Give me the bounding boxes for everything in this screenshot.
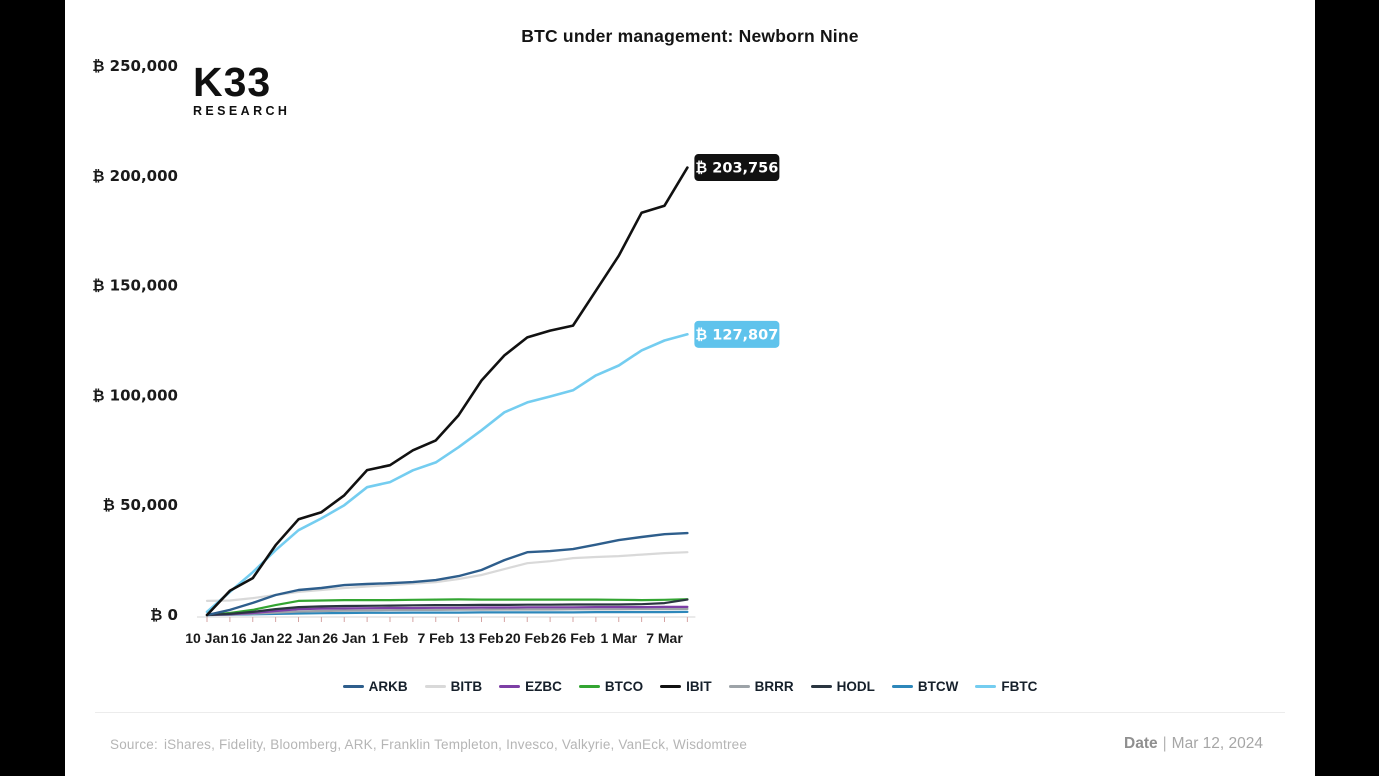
chart-title: BTC under management: Newborn Nine	[521, 26, 859, 46]
legend-swatch-BTCO	[578, 685, 600, 688]
line-chart-plot: ₿ 0 ₿ 50,000 ₿ 100,000 ₿ 150,000 ₿ 200,000 ₿ …	[92, 57, 780, 646]
legend-label-ARKB: ARKB	[368, 679, 408, 694]
x-axis-tick-label: 10 Jan	[185, 630, 229, 646]
legend-label-EZBC: EZBC	[525, 679, 562, 694]
date-stamp-separator: |	[1162, 735, 1167, 752]
x-axis-tick-label: 1 Feb	[372, 630, 409, 646]
y-axis-tick-label: ₿ 100,000	[92, 386, 178, 404]
legend-item-HODL: HODL	[810, 679, 875, 694]
x-axis-tick-label: 16 Jan	[231, 630, 275, 646]
chart-legend: ARKB BITB EZBC BTCO IBIT BRRR HODL BTCW FBTC	[65, 679, 1315, 694]
legend-swatch-BRRR	[728, 685, 750, 688]
legend-item-EZBC: EZBC	[499, 679, 562, 694]
legend-label-BTCO: BTCO	[604, 679, 644, 694]
y-axis-tick-label: ₿ 250,000	[92, 57, 178, 75]
legend-item-BRRR: BRRR	[728, 679, 794, 694]
legend-item-FBTC: FBTC	[975, 679, 1037, 694]
legend-swatch-FBTC	[975, 685, 997, 688]
annotation-pill-IBIT	[694, 154, 780, 182]
legend-label-BTCW: BTCW	[917, 679, 959, 694]
legend-swatch-BTCW	[891, 685, 913, 688]
annotation-label-IBIT: ₿ 203,756	[695, 161, 778, 177]
source-note: Source: iShares, Fidelity, Bloomberg, ARK…	[110, 737, 747, 752]
legend-label-HODL: HODL	[836, 679, 875, 694]
legend-swatch-BITB	[424, 685, 446, 688]
right-letterbox-bar	[1315, 0, 1379, 776]
series-line-ARKB	[205, 531, 689, 617]
date-stamp-label: Date	[1124, 735, 1158, 752]
legend-item-IBIT: IBIT	[660, 679, 712, 694]
k33-logo-subtitle: RESEARCH	[193, 104, 291, 118]
y-axis-tick-label: ₿ 0	[150, 606, 178, 624]
footer-divider	[95, 712, 1285, 713]
series-line-FBTC	[205, 332, 689, 614]
legend-swatch-HODL	[810, 685, 832, 688]
legend-label-BRRR: BRRR	[754, 679, 794, 694]
x-axis-tick-label: 26 Jan	[322, 630, 366, 646]
annotation-pill-FBTC	[694, 320, 780, 348]
x-axis-tick-label: 20 Feb	[505, 630, 549, 646]
source-label: Source:	[110, 737, 158, 752]
legend-swatch-EZBC	[499, 685, 521, 688]
series-line-BRRR	[205, 607, 689, 617]
x-axis-tick-label: 7 Feb	[417, 630, 454, 646]
legend-label-BITB: BITB	[450, 679, 483, 694]
x-axis-tick-label: 26 Feb	[551, 630, 595, 646]
legend-item-ARKB: ARKB	[342, 679, 408, 694]
series-line-EZBC	[205, 605, 689, 617]
legend-label-IBIT: IBIT	[686, 679, 712, 694]
legend-item-BTCO: BTCO	[578, 679, 644, 694]
chart-canvas: BTC under management: Newborn Nine K33 R…	[65, 0, 1315, 776]
x-axis-tick-label: 1 Mar	[600, 630, 637, 646]
legend-label-FBTC: FBTC	[1001, 679, 1038, 694]
x-axis-tick-label: 13 Feb	[459, 630, 503, 646]
y-axis-tick-label: ₿ 50,000	[103, 496, 178, 514]
series-line-BTCO	[205, 598, 689, 617]
series-line-BTCW	[205, 610, 689, 617]
legend-item-BTCW: BTCW	[891, 679, 959, 694]
x-axis-tick-label: 7 Mar	[646, 630, 683, 646]
annotation-label-FBTC: ₿ 127,807	[695, 327, 778, 343]
series-line-HODL	[205, 598, 689, 617]
legend-swatch-IBIT	[660, 685, 682, 688]
legend-swatch-ARKB	[342, 685, 364, 688]
date-stamp-value: Mar 12, 2024	[1171, 735, 1263, 752]
source-text: iShares, Fidelity, Bloomberg, ARK, Frank…	[163, 737, 748, 752]
left-letterbox-bar	[0, 0, 65, 776]
date-stamp: Date | Mar 12, 2024	[1124, 735, 1263, 753]
k33-logo-wordmark: K33	[193, 59, 272, 105]
series-line-IBIT	[205, 166, 689, 617]
y-axis-tick-label: ₿ 200,000	[92, 167, 178, 185]
legend-item-BITB: BITB	[424, 679, 483, 694]
y-axis-tick-label: ₿ 150,000	[92, 277, 178, 295]
k33-research-logo: K33 RESEARCH	[193, 62, 290, 118]
x-axis-tick-label: 22 Jan	[277, 630, 321, 646]
